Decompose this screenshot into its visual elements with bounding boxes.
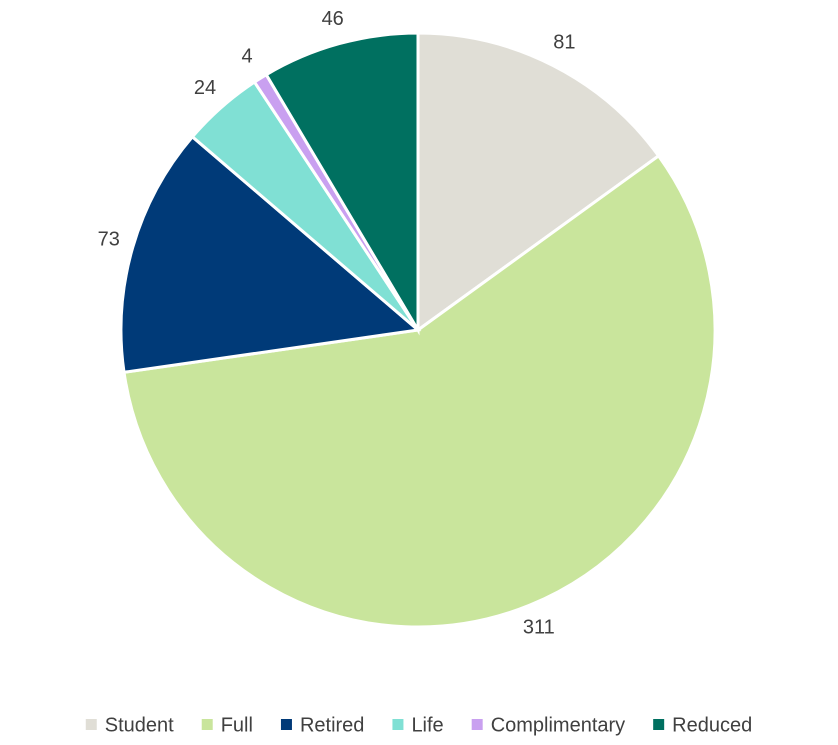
- data-label: 4: [242, 45, 253, 67]
- legend-label: Life: [411, 714, 443, 736]
- data-label: 73: [98, 228, 120, 250]
- pie-slice: [416, 31, 661, 333]
- pie-slice: [122, 153, 717, 629]
- legend-label: Complimentary: [491, 714, 625, 736]
- legend-label: Reduced: [672, 714, 752, 736]
- legend-swatch: [201, 719, 213, 730]
- legend-label: Retired: [300, 714, 364, 736]
- legend-swatch: [85, 719, 97, 730]
- legend-swatch: [392, 719, 404, 730]
- pie-slice: [119, 134, 422, 374]
- data-label: 46: [322, 8, 344, 30]
- data-label: 24: [194, 77, 216, 99]
- legend-label: Student: [105, 714, 174, 736]
- data-label: 81: [553, 32, 575, 54]
- legend-swatch: [653, 719, 665, 730]
- legend-swatch: [280, 719, 292, 730]
- legend-swatch: [471, 719, 483, 730]
- pie-slice: [264, 31, 420, 336]
- data-label: 311: [523, 617, 555, 639]
- legend-label: Full: [221, 714, 253, 736]
